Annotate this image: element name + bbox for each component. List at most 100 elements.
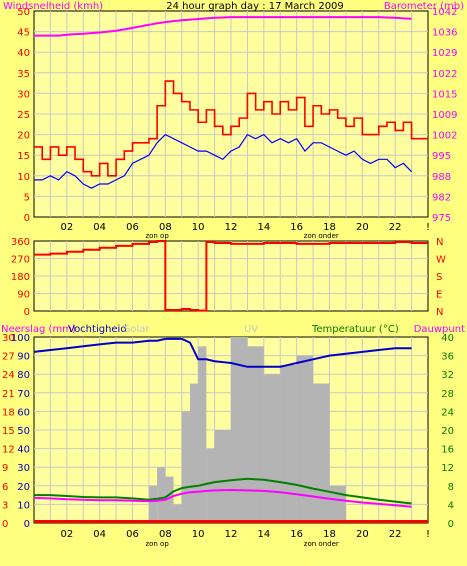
x-tick-label: ! bbox=[426, 529, 430, 540]
solar-bar bbox=[157, 467, 166, 523]
wind-average-line bbox=[34, 133, 413, 189]
x-tick-label: 16 bbox=[290, 529, 303, 540]
humidity-tick-label: 80 bbox=[17, 370, 30, 381]
x-tick-label: 22 bbox=[389, 529, 402, 540]
rain-tick-label: 24 bbox=[2, 370, 15, 381]
wind-tick-label: 50 bbox=[17, 7, 30, 18]
x-tick-label: 12 bbox=[225, 222, 238, 233]
direction-tick-label: 0 bbox=[24, 307, 30, 318]
climate-panel-series bbox=[33, 337, 428, 523]
compass-tick-label: N bbox=[436, 307, 443, 318]
wind-tick-label: 35 bbox=[17, 69, 30, 80]
direction-left-axis: 0 90 180 270 360 bbox=[11, 237, 30, 318]
rain-tick-label: 18 bbox=[2, 407, 15, 418]
compass-tick-label: S bbox=[436, 272, 442, 283]
solar-bar bbox=[165, 476, 174, 523]
pressure-tick-label: 1022 bbox=[432, 69, 457, 80]
pressure-tick-label: 1015 bbox=[432, 89, 457, 100]
solar-bar bbox=[189, 383, 199, 523]
solar-bar bbox=[206, 448, 215, 523]
solar-bar bbox=[296, 355, 314, 523]
sun-marker-label: zon op bbox=[145, 540, 169, 548]
rain-tick-label: 15 bbox=[2, 426, 15, 437]
temperature-title: Temperatuur (°C) bbox=[311, 324, 399, 335]
temperature-tick-label: 24 bbox=[441, 407, 454, 418]
wind-tick-label: 30 bbox=[17, 89, 30, 100]
rain-tick-label: 0 bbox=[2, 519, 8, 530]
temperature-tick-label: 20 bbox=[441, 426, 454, 437]
humidity-line bbox=[33, 337, 412, 368]
x-tick-label: 18 bbox=[323, 529, 336, 540]
compass-tick-label: N bbox=[436, 237, 443, 248]
temperature-tick-label: 12 bbox=[441, 463, 454, 474]
temperature-tick-label: 40 bbox=[441, 333, 454, 344]
solar-bar bbox=[198, 346, 207, 523]
direction-tick-label: 270 bbox=[11, 255, 30, 266]
wind-panel-x-axis: 02 04 06 08 10 12 14 16 18 20 22 ! zon op zon onder bbox=[60, 222, 430, 240]
humidity-tick-label: 60 bbox=[17, 407, 30, 418]
pressure-tick-label: 1036 bbox=[432, 28, 457, 39]
wind-axis-title: Windsnelheid (kmh) bbox=[3, 1, 103, 12]
wind-tick-label: 10 bbox=[17, 172, 30, 183]
direction-panel-series bbox=[34, 240, 428, 312]
wind-direction-line bbox=[34, 240, 428, 312]
temperature-tick-label: 4 bbox=[448, 500, 454, 511]
temperature-tick-label: 0 bbox=[448, 519, 454, 530]
graph-title: 24 hour graph day : 17 March 2009 bbox=[166, 1, 344, 12]
solar-title: Solar bbox=[124, 324, 150, 335]
direction-tick-label: 180 bbox=[11, 272, 30, 283]
pressure-axis-title: Barometer (mb) bbox=[384, 1, 464, 12]
temperature-right-axis: 0 4 8 12 16 20 24 28 32 36 40 bbox=[441, 333, 454, 530]
wind-tick-label: 40 bbox=[17, 48, 30, 59]
solar-bar bbox=[313, 383, 330, 523]
wind-tick-label: 0 bbox=[24, 213, 30, 224]
rain-tick-label: 27 bbox=[2, 352, 15, 363]
solar-bar bbox=[247, 346, 264, 523]
solar-bar bbox=[214, 430, 231, 523]
x-tick-label: 04 bbox=[93, 529, 106, 540]
sun-marker-label: zon op bbox=[145, 232, 169, 240]
x-tick-label: 20 bbox=[356, 222, 369, 233]
humidity-tick-label: 10 bbox=[17, 500, 30, 511]
wind-tick-label: 5 bbox=[24, 192, 30, 203]
sun-marker-label: zon onder bbox=[304, 540, 339, 548]
sun-marker-label: zon onder bbox=[304, 232, 339, 240]
humidity-tick-label: 40 bbox=[17, 445, 30, 456]
x-tick-label: 10 bbox=[192, 529, 205, 540]
compass-tick-label: E bbox=[436, 290, 442, 301]
temperature-tick-label: 8 bbox=[448, 482, 454, 493]
humidity-left-axis: 0 10 20 30 40 50 60 70 80 90 100 bbox=[11, 333, 30, 530]
pressure-tick-label: 1042 bbox=[432, 7, 457, 18]
solar-bar bbox=[148, 485, 158, 523]
direction-panel-grid bbox=[34, 241, 428, 311]
x-tick-label: 20 bbox=[356, 529, 369, 540]
pressure-line bbox=[34, 16, 412, 37]
humidity-tick-label: 0 bbox=[24, 519, 30, 530]
wind-tick-label: 20 bbox=[17, 131, 30, 142]
x-tick-label: 14 bbox=[257, 222, 270, 233]
x-tick-label: 10 bbox=[192, 222, 205, 233]
temperature-tick-label: 16 bbox=[441, 445, 454, 456]
pressure-tick-label: 982 bbox=[432, 192, 451, 203]
x-tick-label: 16 bbox=[290, 222, 303, 233]
x-tick-label: 12 bbox=[225, 529, 238, 540]
compass-tick-label: W bbox=[436, 255, 446, 266]
pressure-tick-label: 975 bbox=[432, 213, 451, 224]
wind-speed-line bbox=[34, 80, 428, 177]
wind-tick-label: 45 bbox=[17, 28, 30, 39]
pressure-tick-label: 1002 bbox=[432, 131, 457, 142]
humidity-title: Vochtigheid bbox=[68, 324, 127, 335]
solar-bar bbox=[181, 411, 190, 523]
solar-bar bbox=[280, 364, 297, 523]
wind-left-axis: 0 5 10 15 20 25 30 35 40 45 50 bbox=[17, 7, 30, 224]
uv-title: UV bbox=[244, 324, 258, 335]
wind-tick-label: 25 bbox=[17, 110, 30, 121]
pressure-tick-label: 988 bbox=[432, 172, 451, 183]
x-tick-label: 08 bbox=[159, 529, 172, 540]
x-tick-label: 02 bbox=[60, 222, 73, 233]
rain-tick-label: 21 bbox=[2, 389, 15, 400]
rain-tick-label: 3 bbox=[2, 500, 8, 511]
x-tick-label: 06 bbox=[126, 222, 139, 233]
x-tick-label: 02 bbox=[60, 529, 73, 540]
